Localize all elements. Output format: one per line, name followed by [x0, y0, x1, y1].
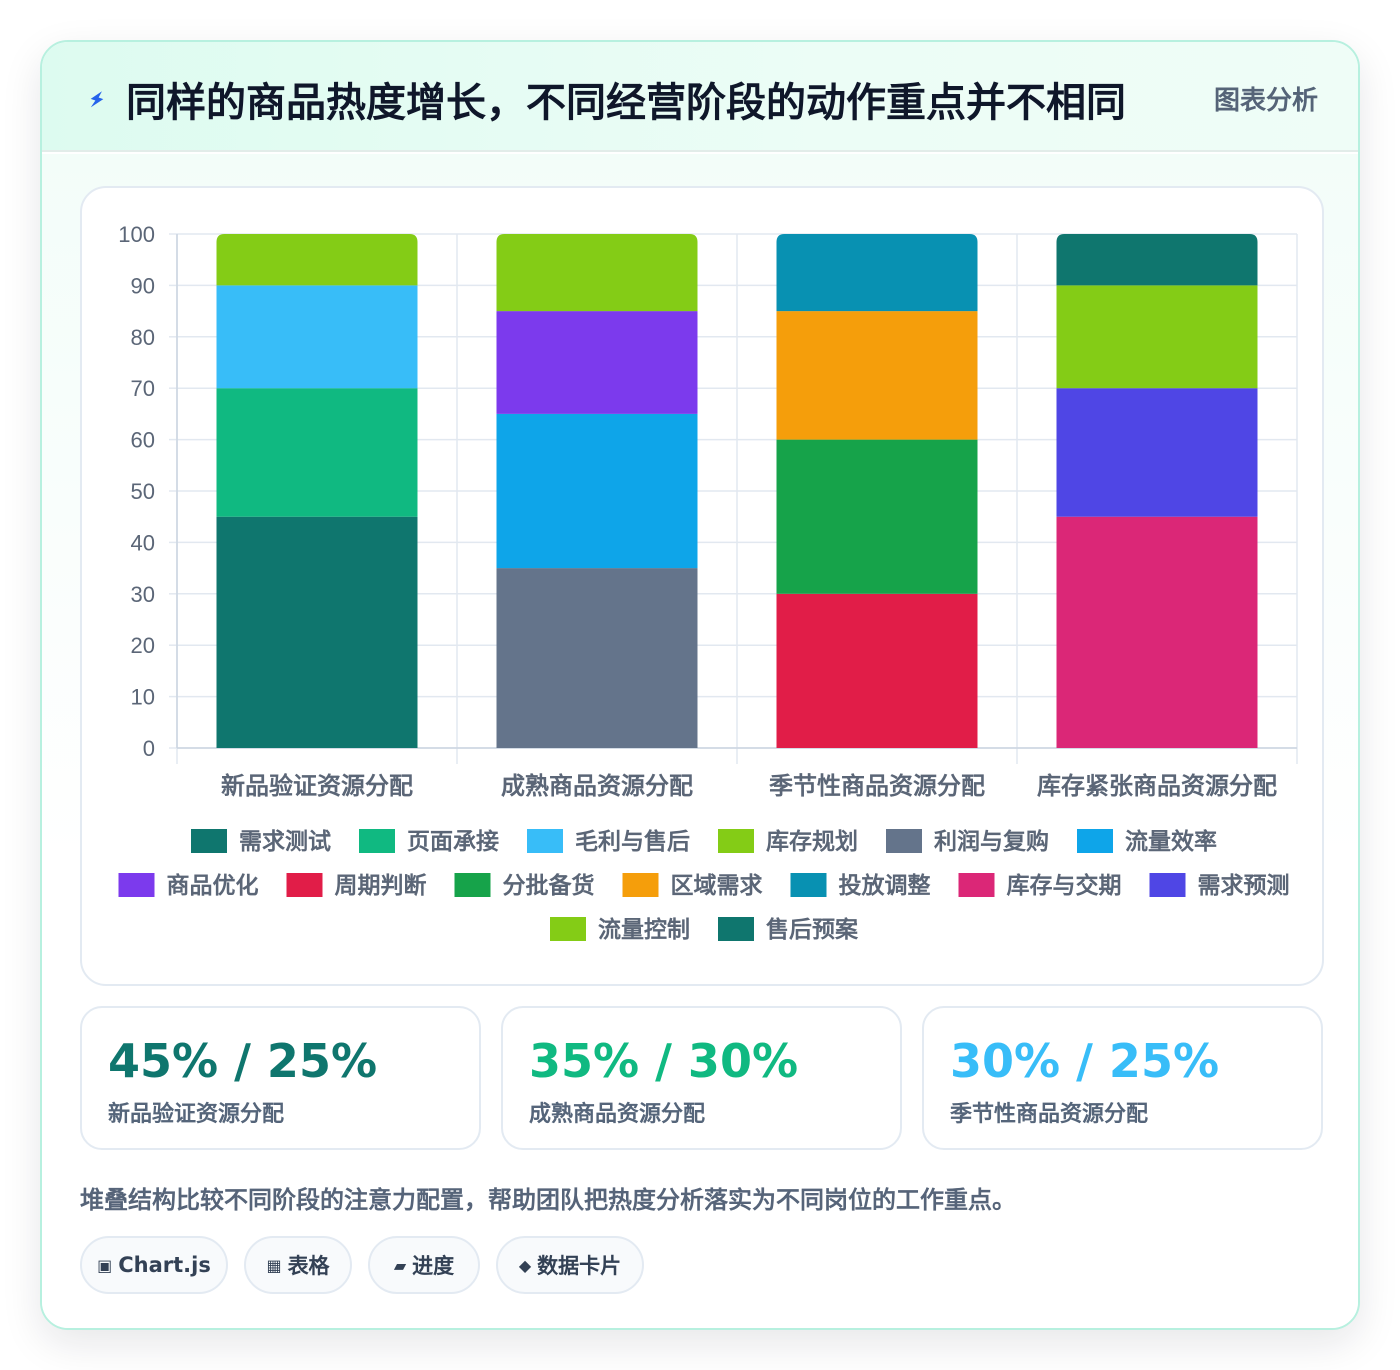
- legend-swatch: [454, 873, 491, 897]
- legend-swatch: [527, 829, 563, 853]
- y-tick-label: 100: [118, 222, 155, 247]
- legend-swatch: [718, 829, 754, 853]
- kpi-value: 45% / 25%: [108, 1034, 378, 1088]
- legend-label: 库存与交期: [1007, 872, 1122, 899]
- kpi-label: 成熟商品资源分配: [529, 1102, 706, 1127]
- bar-segment: [776, 234, 978, 312]
- legend-label: 周期判断: [335, 872, 427, 899]
- kpi-card-mature-product: 35% / 30% 成熟商品资源分配: [501, 1006, 902, 1150]
- legend-label: 分批备货: [503, 872, 595, 899]
- analysis-card: 同样的商品热度增长，不同经营阶段的动作重点并不相同 图表分析 0 10 20 30 40…: [40, 40, 1360, 1330]
- bar-segment: [1056, 516, 1258, 748]
- y-tick-label: 60: [131, 428, 155, 453]
- pill-data-card[interactable]: ◆ 数据卡片: [496, 1236, 644, 1294]
- legend-swatch: [886, 829, 922, 853]
- bar-segment: [216, 516, 418, 748]
- chart-panel: 0 10 20 30 40 50 60 70 80 90 100 新品验证资源分配 成熟商品资源分配 季节…: [80, 186, 1324, 986]
- kpi-value: 30% / 25%: [950, 1034, 1220, 1088]
- pill-chartjs[interactable]: ▣ Chart.js: [80, 1236, 228, 1294]
- kpi-card-seasonal-product: 30% / 25% 季节性商品资源分配: [922, 1006, 1323, 1150]
- y-tick-label: 10: [131, 685, 155, 710]
- bar-segment: [216, 234, 418, 286]
- pill-table[interactable]: ▦ 表格: [244, 1236, 352, 1294]
- y-tick-label: 90: [131, 273, 155, 298]
- kpi-label: 季节性商品资源分配: [950, 1102, 1149, 1127]
- bar-segment: [776, 311, 978, 440]
- card-header: 同样的商品热度增长，不同经营阶段的动作重点并不相同 图表分析: [42, 42, 1358, 152]
- pill-label: 进度: [412, 1254, 455, 1278]
- legend-swatch: [1149, 873, 1186, 897]
- legend-swatch: [622, 873, 659, 897]
- chart-icon: ▣: [97, 1255, 113, 1275]
- x-tick-label: 成熟商品资源分配: [501, 772, 693, 800]
- legend-swatch: [1077, 829, 1113, 853]
- x-tick-label: 新品验证资源分配: [221, 772, 413, 800]
- bar-segment: [1056, 285, 1258, 389]
- legend-swatch: [118, 873, 155, 897]
- legend-label: 页面承接: [407, 829, 499, 855]
- bar-segment: [1056, 234, 1258, 286]
- section-tag: 图表分析: [1213, 86, 1318, 116]
- table-icon: ▦: [266, 1255, 282, 1275]
- legend-label: 利润与复购: [934, 828, 1049, 855]
- progress-icon: ▰: [393, 1255, 407, 1275]
- kpi-card-new-product: 45% / 25% 新品验证资源分配: [80, 1006, 481, 1150]
- legend-swatch: [550, 917, 586, 941]
- pill-label: 表格: [287, 1254, 330, 1278]
- y-tick-label: 20: [131, 633, 155, 658]
- legend-label: 需求测试: [239, 829, 331, 855]
- y-tick-label: 70: [131, 376, 155, 401]
- bar-segment: [496, 311, 698, 414]
- legend-swatch: [191, 829, 227, 853]
- legend-label: 库存规划: [766, 828, 858, 855]
- legend-label: 商品优化: [167, 872, 259, 899]
- bar-segment: [496, 234, 698, 312]
- y-tick-label: 0: [143, 736, 155, 761]
- lightning-bolt-icon: [90, 91, 104, 108]
- bar-segment: [776, 593, 978, 748]
- legend-label: 流量效率: [1125, 828, 1217, 855]
- kpi-label: 新品验证资源分配: [108, 1102, 285, 1127]
- card-icon: ◆: [518, 1255, 532, 1275]
- y-tick-label: 40: [131, 530, 155, 555]
- bar-segment: [496, 413, 698, 569]
- pill-progress[interactable]: ▰ 进度: [368, 1236, 480, 1294]
- y-tick-label: 30: [131, 582, 155, 607]
- chart-description: 堆叠结构比较不同阶段的注意力配置，帮助团队把热度分析落实为不同岗位的工作重点。: [80, 1186, 1016, 1214]
- legend-label: 流量控制: [598, 916, 690, 943]
- legend-swatch: [286, 873, 323, 897]
- page-title: 同样的商品热度增长，不同经营阶段的动作重点并不相同: [126, 80, 1126, 126]
- legend-label: 毛利与售后: [575, 828, 690, 855]
- legend-swatch: [718, 917, 754, 941]
- bar-segment: [216, 285, 418, 389]
- kpi-row: 45% / 25% 新品验证资源分配 35% / 30% 成熟商品资源分配 30…: [80, 1006, 1324, 1150]
- legend-label: 投放调整: [839, 872, 931, 899]
- kpi-value: 35% / 30%: [529, 1034, 799, 1088]
- x-tick-label: 库存紧张商品资源分配: [1037, 772, 1277, 800]
- legend-label: 需求预测: [1198, 873, 1290, 899]
- legend-swatch: [359, 829, 395, 853]
- legend-swatch: [958, 873, 995, 897]
- bar-segment: [216, 388, 418, 517]
- legend-label: 区域需求: [671, 872, 763, 899]
- y-tick-label: 80: [131, 325, 155, 350]
- stacked-bar-chart: 0 10 20 30 40 50 60 70 80 90 100 新品验证资源分配 成熟商品资源分配 季节…: [118, 222, 1298, 943]
- pill-label: 数据卡片: [537, 1254, 622, 1278]
- bar-segment: [496, 568, 698, 748]
- pill-label: Chart.js: [118, 1253, 211, 1277]
- y-tick-label: 50: [131, 479, 155, 504]
- legend-label: 售后预案: [766, 916, 859, 943]
- bar-segment: [1056, 388, 1258, 517]
- bar-segment: [776, 439, 978, 594]
- x-tick-label: 季节性商品资源分配: [769, 772, 985, 800]
- legend-swatch: [790, 873, 827, 897]
